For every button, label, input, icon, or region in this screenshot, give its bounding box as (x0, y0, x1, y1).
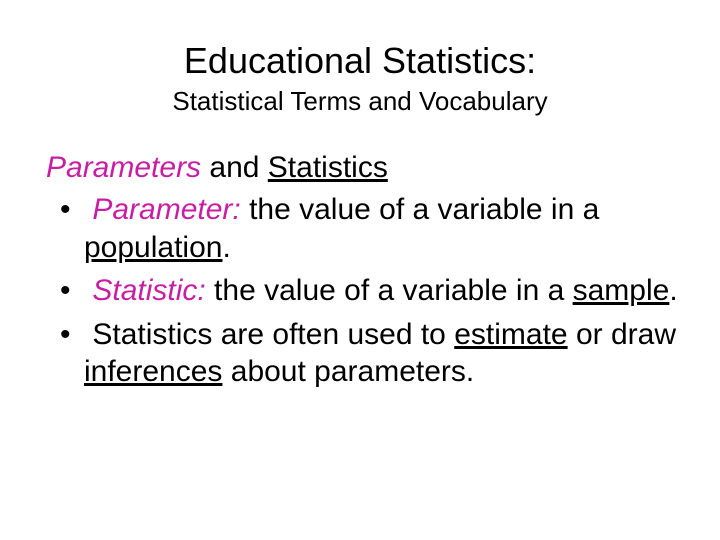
body-text: the value of a variable in a (241, 193, 600, 226)
slide: Educational Statistics: Statistical Term… (0, 0, 720, 540)
list-item: Parameter: the value of a variable in a … (46, 191, 680, 266)
body-text: or draw (568, 318, 676, 351)
page-subtitle: Statistical Terms and Vocabulary (40, 86, 680, 117)
keyword-underline: population (84, 231, 222, 264)
bullet-list: Parameter: the value of a variable in a … (40, 191, 680, 391)
heading-underline: Statistics (268, 151, 388, 184)
term-label: Parameter: (92, 193, 240, 226)
page-title: Educational Statistics: (40, 40, 680, 82)
heading-term-emphasis: Parameters (46, 151, 201, 184)
keyword-underline: sample (573, 274, 670, 307)
list-item: Statistics are often used to estimate or… (46, 316, 680, 391)
term-label: Statistic: (92, 274, 205, 307)
heading-joiner: and (201, 151, 268, 184)
section-heading: Parameters and Statistics (40, 151, 680, 185)
list-item: Statistic: the value of a variable in a … (46, 272, 680, 310)
keyword-underline: estimate (454, 318, 567, 351)
body-text: . (669, 274, 677, 307)
body-text: Statistics are often used to (92, 318, 454, 351)
body-text: about parameters. (222, 355, 474, 388)
body-text: . (222, 231, 230, 264)
keyword-underline: inferences (84, 355, 222, 388)
body-text: the value of a variable in a (206, 274, 573, 307)
